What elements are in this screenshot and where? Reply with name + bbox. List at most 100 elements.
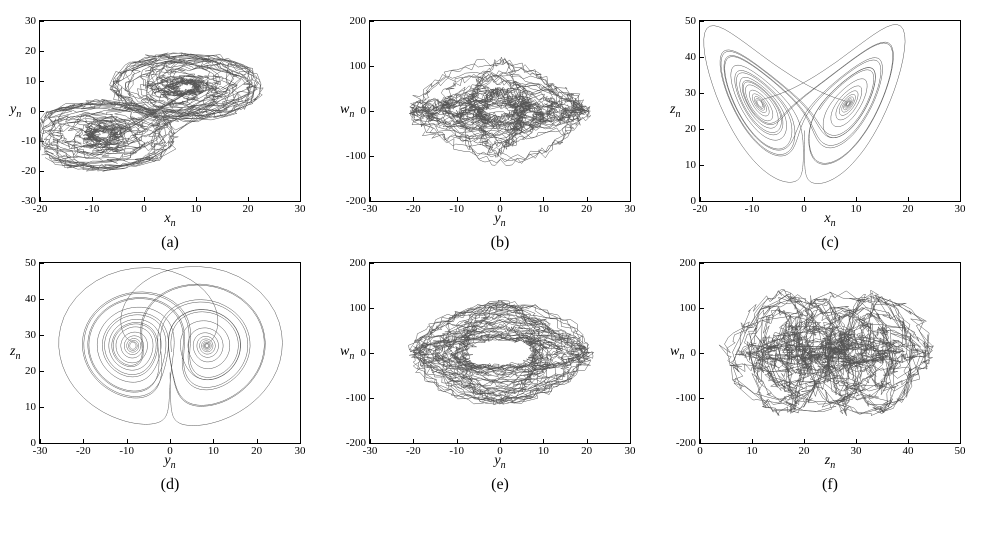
xtick: 20 — [243, 201, 254, 215]
xtick: -30 — [363, 443, 378, 457]
panel-f: -200-100010020001020304050wnzn(f) — [680, 262, 980, 494]
xtick: -20 — [76, 443, 91, 457]
xtick: 20 — [799, 443, 810, 457]
panel-a: -30-20-100102030-20-100102030ynxn (a) — [20, 20, 320, 252]
ytick: 0 — [361, 347, 371, 359]
xtick: 30 — [295, 201, 306, 215]
xtick: 30 — [295, 443, 306, 457]
attractor-a — [40, 21, 300, 201]
xlabel: yn — [164, 453, 175, 471]
xtick: 30 — [851, 443, 862, 457]
xtick: 10 — [208, 443, 219, 457]
ytick: 10 — [685, 159, 700, 171]
ylabel: zn — [10, 344, 20, 362]
ytick: 0 — [31, 105, 41, 117]
ylabel: zn — [670, 102, 680, 120]
figure-grid: -30-20-100102030-20-100102030ynxn(a)-200… — [20, 20, 980, 494]
caption-a: (a) — [161, 234, 179, 252]
xtick: 40 — [903, 443, 914, 457]
ytick: 10 — [25, 401, 40, 413]
ylabel: wn — [340, 344, 354, 362]
xtick: -20 — [33, 201, 48, 215]
panel-b: -200-1000100200-30-20-100102030wnyn (b) — [350, 20, 650, 252]
ytick: 0 — [691, 347, 701, 359]
ytick: 100 — [680, 302, 701, 314]
ytick: -100 — [346, 392, 370, 404]
caption-b: (b) — [491, 234, 510, 252]
xtick: 10 — [538, 201, 549, 215]
ytick: 20 — [685, 123, 700, 135]
xtick: -10 — [449, 201, 464, 215]
xtick: -20 — [406, 443, 421, 457]
xtick: 30 — [625, 201, 636, 215]
caption-c: (c) — [821, 234, 839, 252]
ytick: -100 — [346, 150, 370, 162]
plot-box-b: -200-1000100200-30-20-100102030wnyn — [369, 20, 631, 202]
ytick: -100 — [676, 392, 700, 404]
ytick: 30 — [25, 329, 40, 341]
xlabel: yn — [494, 453, 505, 471]
xtick: -20 — [406, 201, 421, 215]
xtick: 10 — [538, 443, 549, 457]
xtick: 10 — [191, 201, 202, 215]
panel-e: -200-1000100200-30-20-100102030wnyn (e) — [350, 262, 650, 494]
ylabel: yn — [10, 102, 21, 120]
ytick: 200 — [680, 257, 701, 269]
xtick: -30 — [33, 443, 48, 457]
caption-d: (d) — [161, 476, 180, 494]
xlabel: yn — [494, 211, 505, 229]
xtick: 20 — [903, 201, 914, 215]
xtick: 10 — [851, 201, 862, 215]
xlabel: zn — [825, 453, 835, 471]
xtick: 20 — [251, 443, 262, 457]
ytick: 50 — [25, 257, 40, 269]
attractor-e — [370, 263, 630, 443]
xtick: -20 — [693, 201, 708, 215]
xtick: -10 — [119, 443, 134, 457]
ytick: 20 — [25, 365, 40, 377]
plot-box-d: 01020304050-30-20-100102030znyn — [39, 262, 301, 444]
xtick: 30 — [625, 443, 636, 457]
plot-box-e: -200-1000100200-30-20-100102030wnyn — [369, 262, 631, 444]
xlabel: xn — [164, 211, 175, 229]
xtick: -10 — [745, 201, 760, 215]
caption-e: (e) — [491, 476, 509, 494]
xtick: 0 — [801, 201, 807, 215]
xtick: -30 — [363, 201, 378, 215]
attractor-c — [700, 21, 960, 201]
ytick: 200 — [350, 15, 371, 27]
ytick: -10 — [21, 135, 40, 147]
ytick: 200 — [350, 257, 371, 269]
xlabel: xn — [824, 211, 835, 229]
ytick: -20 — [21, 165, 40, 177]
panel-c: 01020304050-20-100102030znxn (c) — [680, 20, 980, 252]
ytick: 40 — [685, 51, 700, 63]
caption-f: (f) — [822, 476, 838, 494]
ylabel: wn — [670, 344, 684, 362]
ytick: 20 — [25, 45, 40, 57]
ytick: 30 — [685, 87, 700, 99]
ylabel: wn — [340, 102, 354, 120]
xtick: 50 — [955, 443, 966, 457]
plot-box-a: -30-20-100102030-20-100102030ynxn — [39, 20, 301, 202]
xtick: 20 — [581, 443, 592, 457]
ytick: 10 — [25, 75, 40, 87]
ytick: 100 — [350, 302, 371, 314]
attractor-b — [370, 21, 630, 201]
xtick: 10 — [747, 443, 758, 457]
xtick: 30 — [955, 201, 966, 215]
attractor-d — [40, 263, 300, 443]
ytick: 0 — [361, 105, 371, 117]
attractor-f — [700, 263, 960, 443]
plot-box-c: 01020304050-20-100102030znxn — [699, 20, 961, 202]
xtick: 0 — [141, 201, 147, 215]
panel-d: 01020304050-30-20-100102030znyn (d) — [20, 262, 320, 494]
ytick: 50 — [685, 15, 700, 27]
xtick: -10 — [85, 201, 100, 215]
ytick: 100 — [350, 60, 371, 72]
xtick: -10 — [449, 443, 464, 457]
xtick: 0 — [697, 443, 703, 457]
xtick: 20 — [581, 201, 592, 215]
ytick: 30 — [25, 15, 40, 27]
ytick: 40 — [25, 293, 40, 305]
